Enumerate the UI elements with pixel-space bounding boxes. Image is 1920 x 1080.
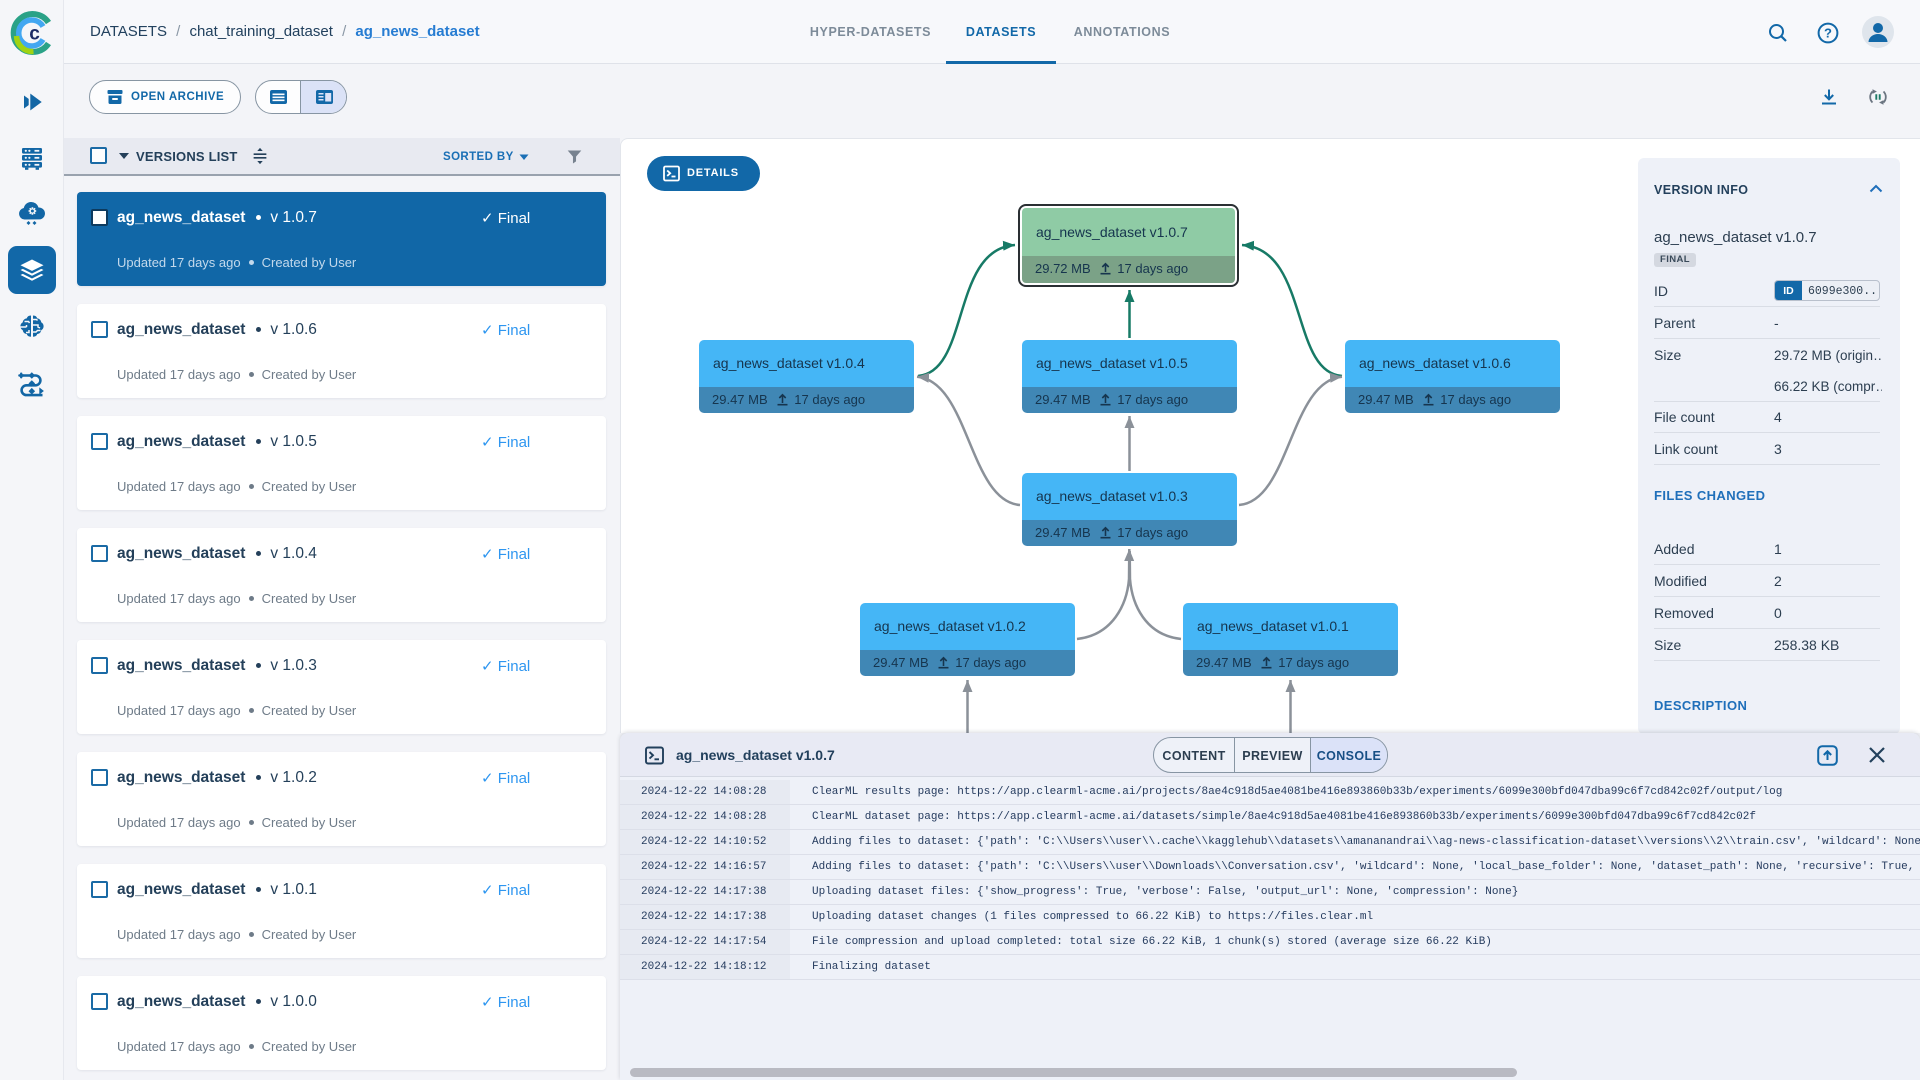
svg-text:c: c — [29, 24, 40, 45]
svg-text:?: ? — [1824, 26, 1832, 41]
